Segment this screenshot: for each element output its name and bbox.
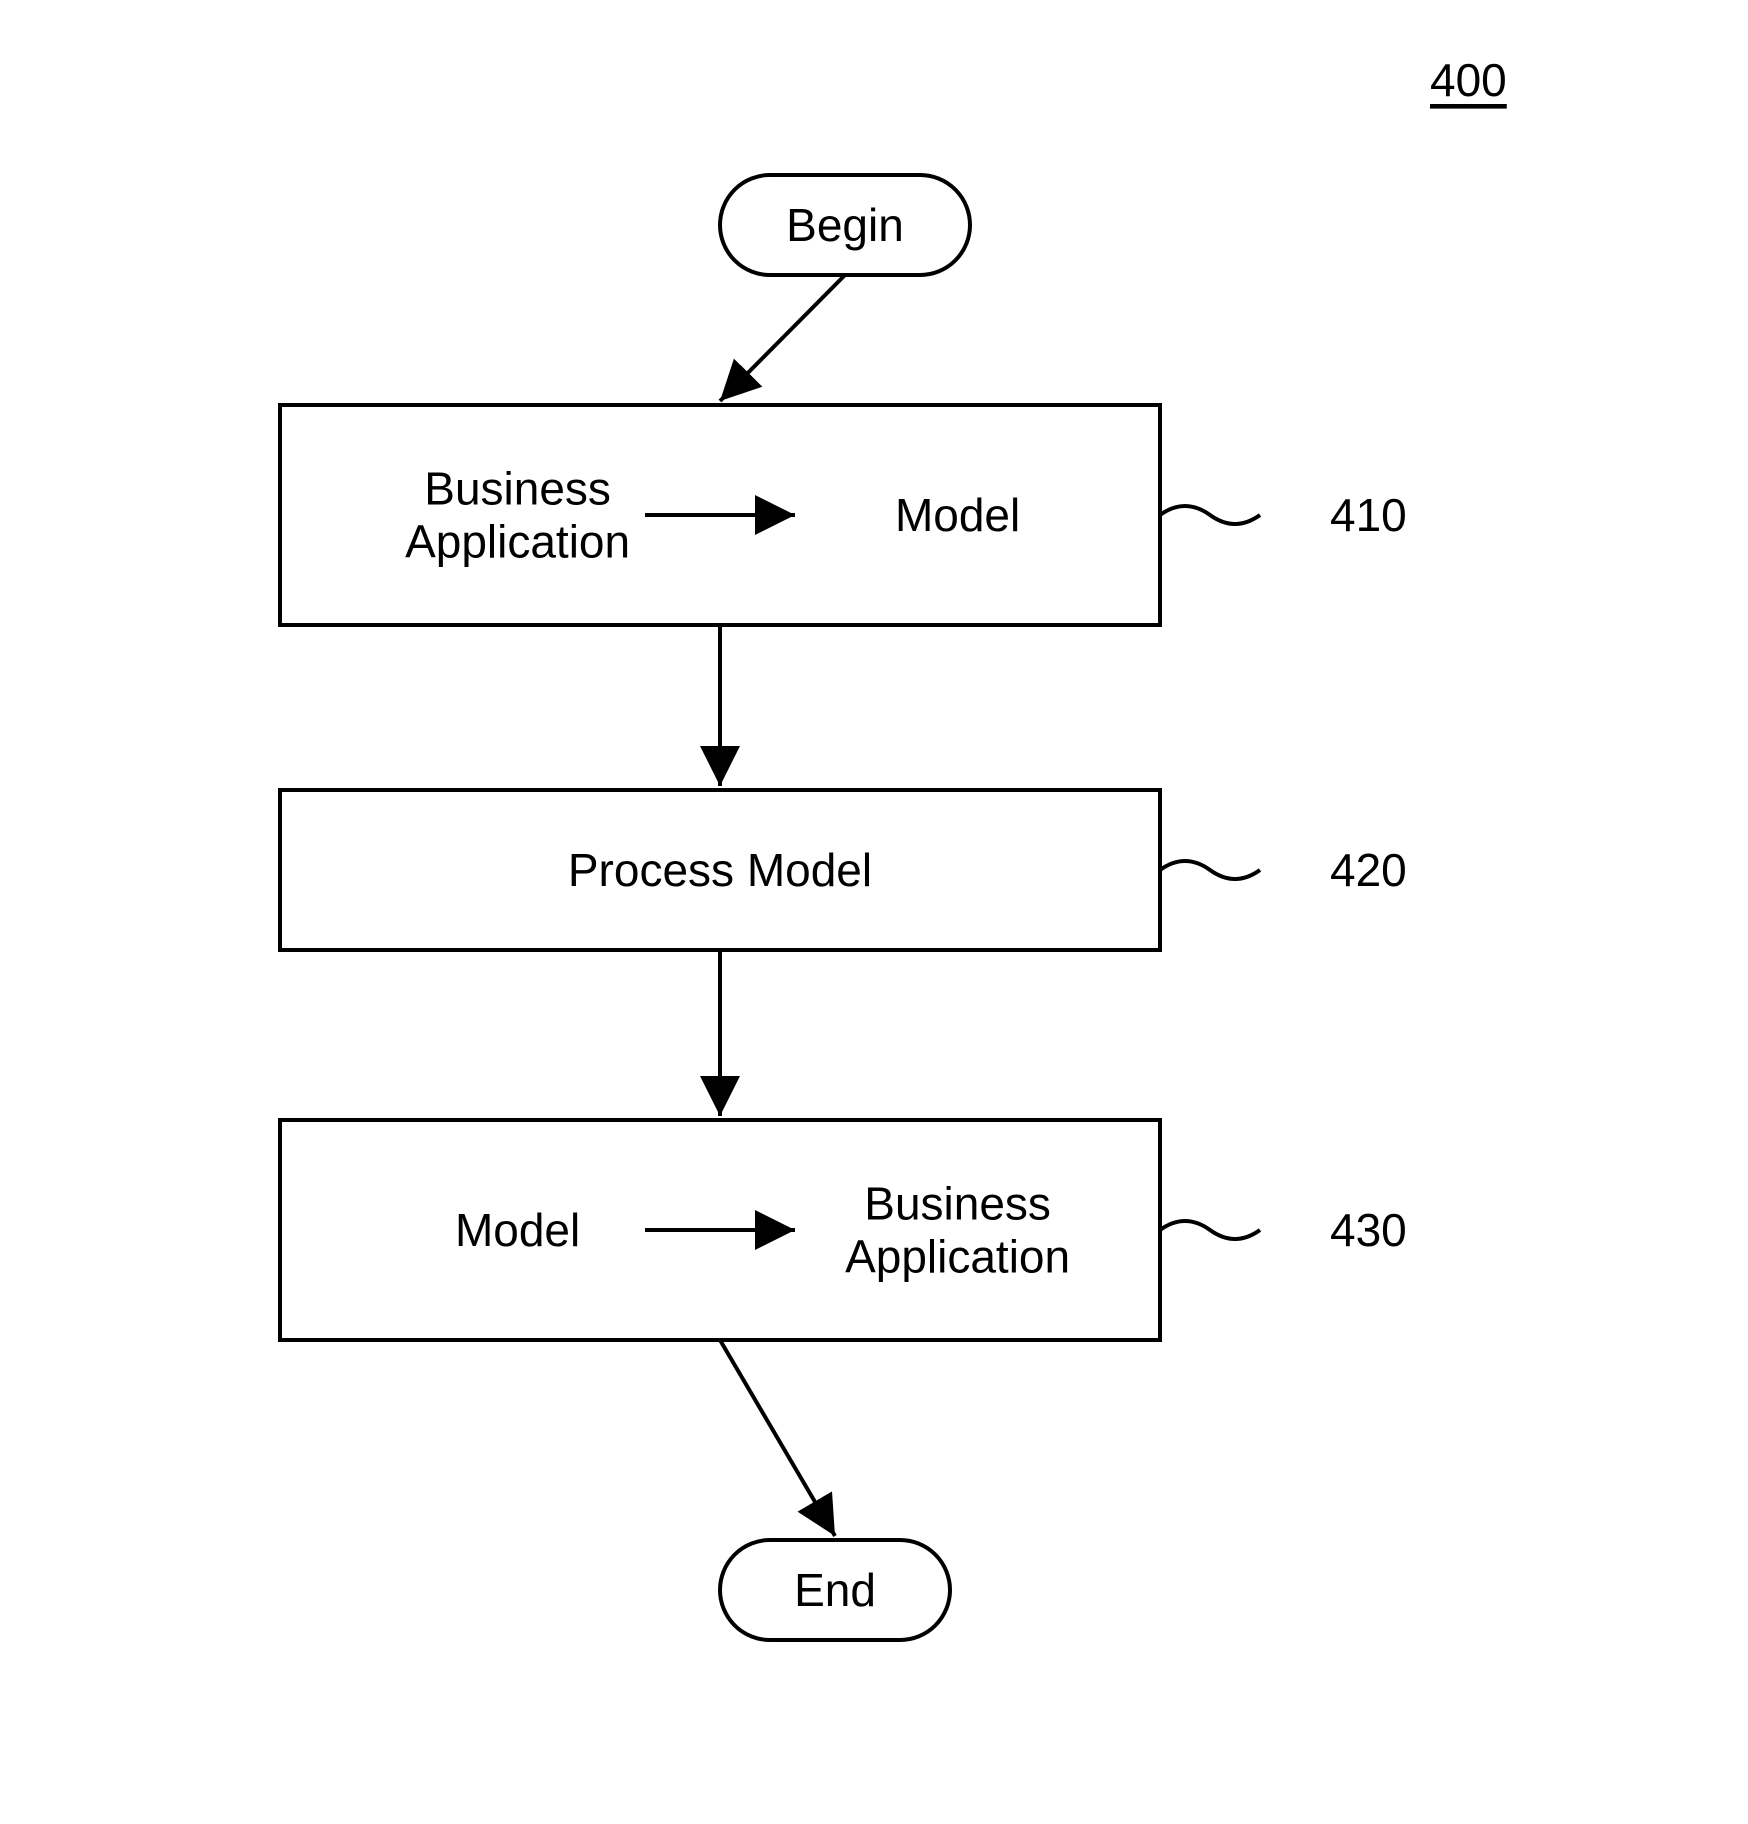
svg-text:Business: Business: [424, 463, 611, 515]
svg-text:400: 400: [1430, 54, 1507, 106]
svg-text:Model: Model: [455, 1204, 580, 1256]
svg-text:Application: Application: [845, 1230, 1070, 1282]
svg-text:Begin: Begin: [786, 199, 904, 251]
svg-text:End: End: [794, 1564, 876, 1616]
svg-text:420: 420: [1330, 844, 1407, 896]
svg-text:Business: Business: [864, 1178, 1051, 1230]
flowchart-svg: BeginBusinessApplicationModel410Process …: [0, 0, 1748, 1824]
svg-text:Model: Model: [895, 489, 1020, 541]
svg-text:430: 430: [1330, 1204, 1407, 1256]
svg-text:Process Model: Process Model: [568, 844, 872, 896]
svg-text:Application: Application: [405, 515, 630, 567]
svg-text:410: 410: [1330, 489, 1407, 541]
